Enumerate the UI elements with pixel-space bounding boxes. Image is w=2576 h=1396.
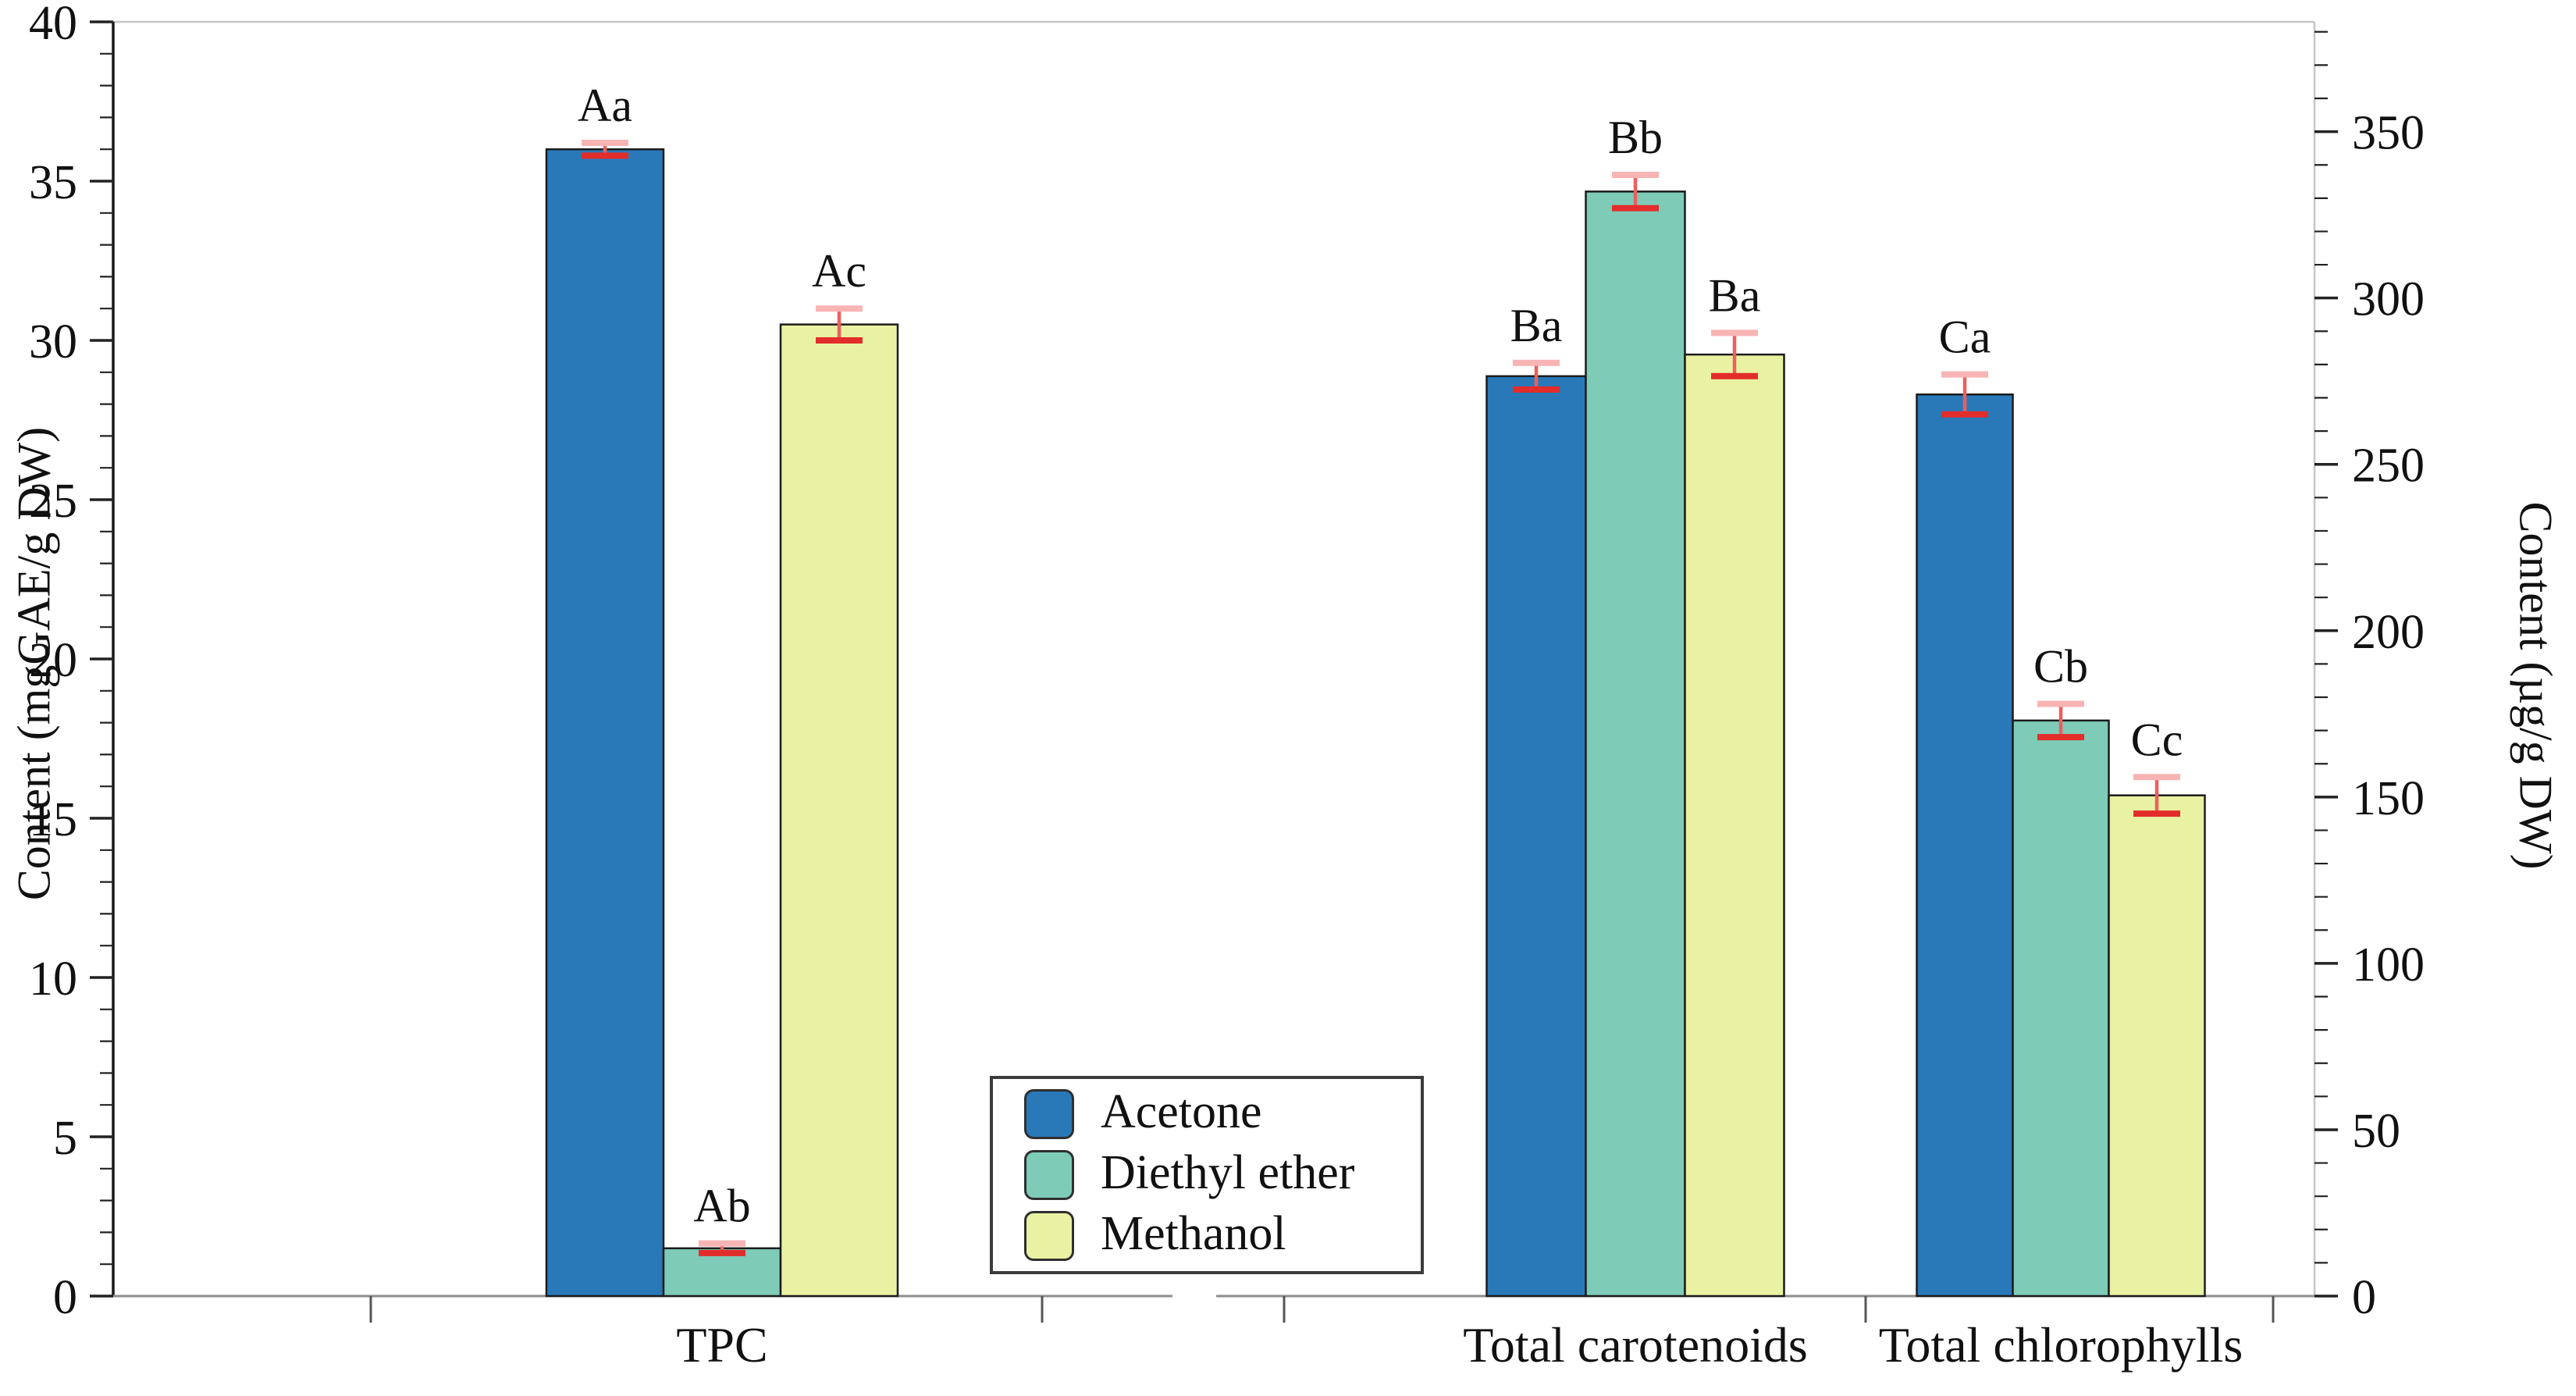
right-axis-tick-label: 150 — [2352, 772, 2425, 825]
left-axis-tick-label: 25 — [29, 475, 77, 528]
legend-swatch-diethyl-ether — [1024, 1150, 1074, 1200]
x-axis-group-label: Total carotenoids — [1463, 1317, 1808, 1373]
significance-label: Ba — [1510, 300, 1563, 351]
significance-label: Aa — [578, 80, 632, 131]
left-axis-tick-label: 40 — [29, 0, 77, 50]
left-axis-tick-label: 0 — [53, 1271, 77, 1324]
bar-methanol-group0 — [779, 323, 899, 1298]
left-axis-title: Content (mgGAE/g DW) — [8, 426, 60, 901]
x-axis-group-label: TPC — [676, 1317, 767, 1373]
legend: Acetone Diethyl ether Methanol — [990, 1076, 1424, 1274]
legend-item-acetone: Acetone — [1024, 1088, 1421, 1141]
right-axis-tick-label: 100 — [2352, 938, 2425, 992]
legend-label-methanol: Methanol — [1101, 1207, 1286, 1260]
significance-label: Ba — [1709, 269, 1761, 321]
legend-swatch-acetone — [1024, 1089, 1074, 1139]
bar-methanol-group2 — [2108, 794, 2206, 1298]
left-axis-tick-label: 35 — [29, 156, 77, 209]
legend-swatch-methanol — [1024, 1211, 1074, 1261]
left-axis-tick-label: 5 — [53, 1112, 77, 1165]
legend-label-acetone: Acetone — [1101, 1085, 1262, 1138]
bar-acetone-group0 — [545, 148, 665, 1298]
right-axis-tick-label: 50 — [2352, 1105, 2400, 1158]
right-axis-tick-label: 0 — [2352, 1271, 2376, 1324]
right-axis-tick-label: 300 — [2352, 273, 2425, 326]
legend-label-diethyl-ether: Diethyl ether — [1101, 1146, 1355, 1199]
legend-item-methanol: Methanol — [1024, 1209, 1421, 1262]
left-axis-tick-label: 20 — [29, 634, 77, 687]
significance-label: Cc — [2131, 714, 2183, 765]
bar-diethyl-ether-group1 — [1585, 191, 1686, 1298]
left-axis-tick-label: 10 — [29, 953, 77, 1006]
right-axis-tick-label: 250 — [2352, 440, 2425, 493]
right-axis-tick-label: 350 — [2352, 107, 2425, 160]
significance-label: Bb — [1608, 112, 1663, 163]
right-axis-title: Content (µg/g DW) — [2510, 501, 2562, 870]
bar-diethyl-ether-group0 — [662, 1247, 782, 1298]
significance-label: Cb — [2033, 641, 2088, 693]
bar-diethyl-ether-group2 — [2012, 719, 2110, 1298]
bar-acetone-group1 — [1485, 375, 1587, 1298]
left-axis-tick-label: 30 — [29, 315, 77, 369]
left-axis-tick-label: 15 — [29, 793, 77, 846]
bar-acetone-group2 — [1916, 393, 2014, 1298]
significance-label: Ca — [1939, 312, 1991, 363]
right-axis-tick-label: 200 — [2352, 606, 2425, 659]
significance-label: Ac — [812, 245, 866, 297]
significance-label: Ab — [693, 1181, 750, 1232]
legend-item-diethyl-ether: Diethyl ether — [1024, 1148, 1421, 1202]
x-axis-group-label: Total chlorophylls — [1879, 1317, 2243, 1373]
bar-methanol-group1 — [1684, 353, 1785, 1298]
